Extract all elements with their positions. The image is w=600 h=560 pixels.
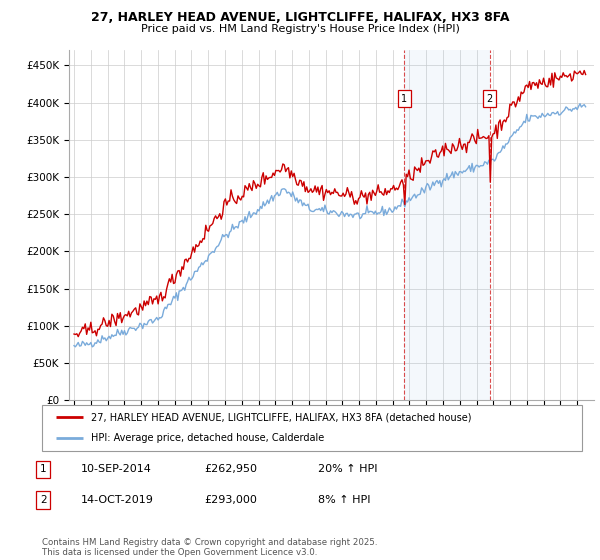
Text: 27, HARLEY HEAD AVENUE, LIGHTCLIFFE, HALIFAX, HX3 8FA: 27, HARLEY HEAD AVENUE, LIGHTCLIFFE, HAL…	[91, 11, 509, 24]
Text: 1: 1	[40, 464, 47, 474]
Text: Price paid vs. HM Land Registry's House Price Index (HPI): Price paid vs. HM Land Registry's House …	[140, 24, 460, 34]
Text: £293,000: £293,000	[204, 495, 257, 505]
Bar	[404, 50, 490, 400]
Text: 20% ↑ HPI: 20% ↑ HPI	[318, 464, 377, 474]
FancyBboxPatch shape	[42, 405, 582, 451]
Text: 8% ↑ HPI: 8% ↑ HPI	[318, 495, 371, 505]
Text: 10-SEP-2014: 10-SEP-2014	[81, 464, 152, 474]
Text: 14-OCT-2019: 14-OCT-2019	[81, 495, 154, 505]
Text: HPI: Average price, detached house, Calderdale: HPI: Average price, detached house, Cald…	[91, 433, 324, 444]
Text: 27, HARLEY HEAD AVENUE, LIGHTCLIFFE, HALIFAX, HX3 8FA (detached house): 27, HARLEY HEAD AVENUE, LIGHTCLIFFE, HAL…	[91, 412, 471, 422]
Text: £262,950: £262,950	[204, 464, 257, 474]
Text: Contains HM Land Registry data © Crown copyright and database right 2025.
This d: Contains HM Land Registry data © Crown c…	[42, 538, 377, 557]
Text: 2: 2	[40, 495, 47, 505]
Text: 2: 2	[487, 94, 493, 104]
Text: 1: 1	[401, 94, 407, 104]
